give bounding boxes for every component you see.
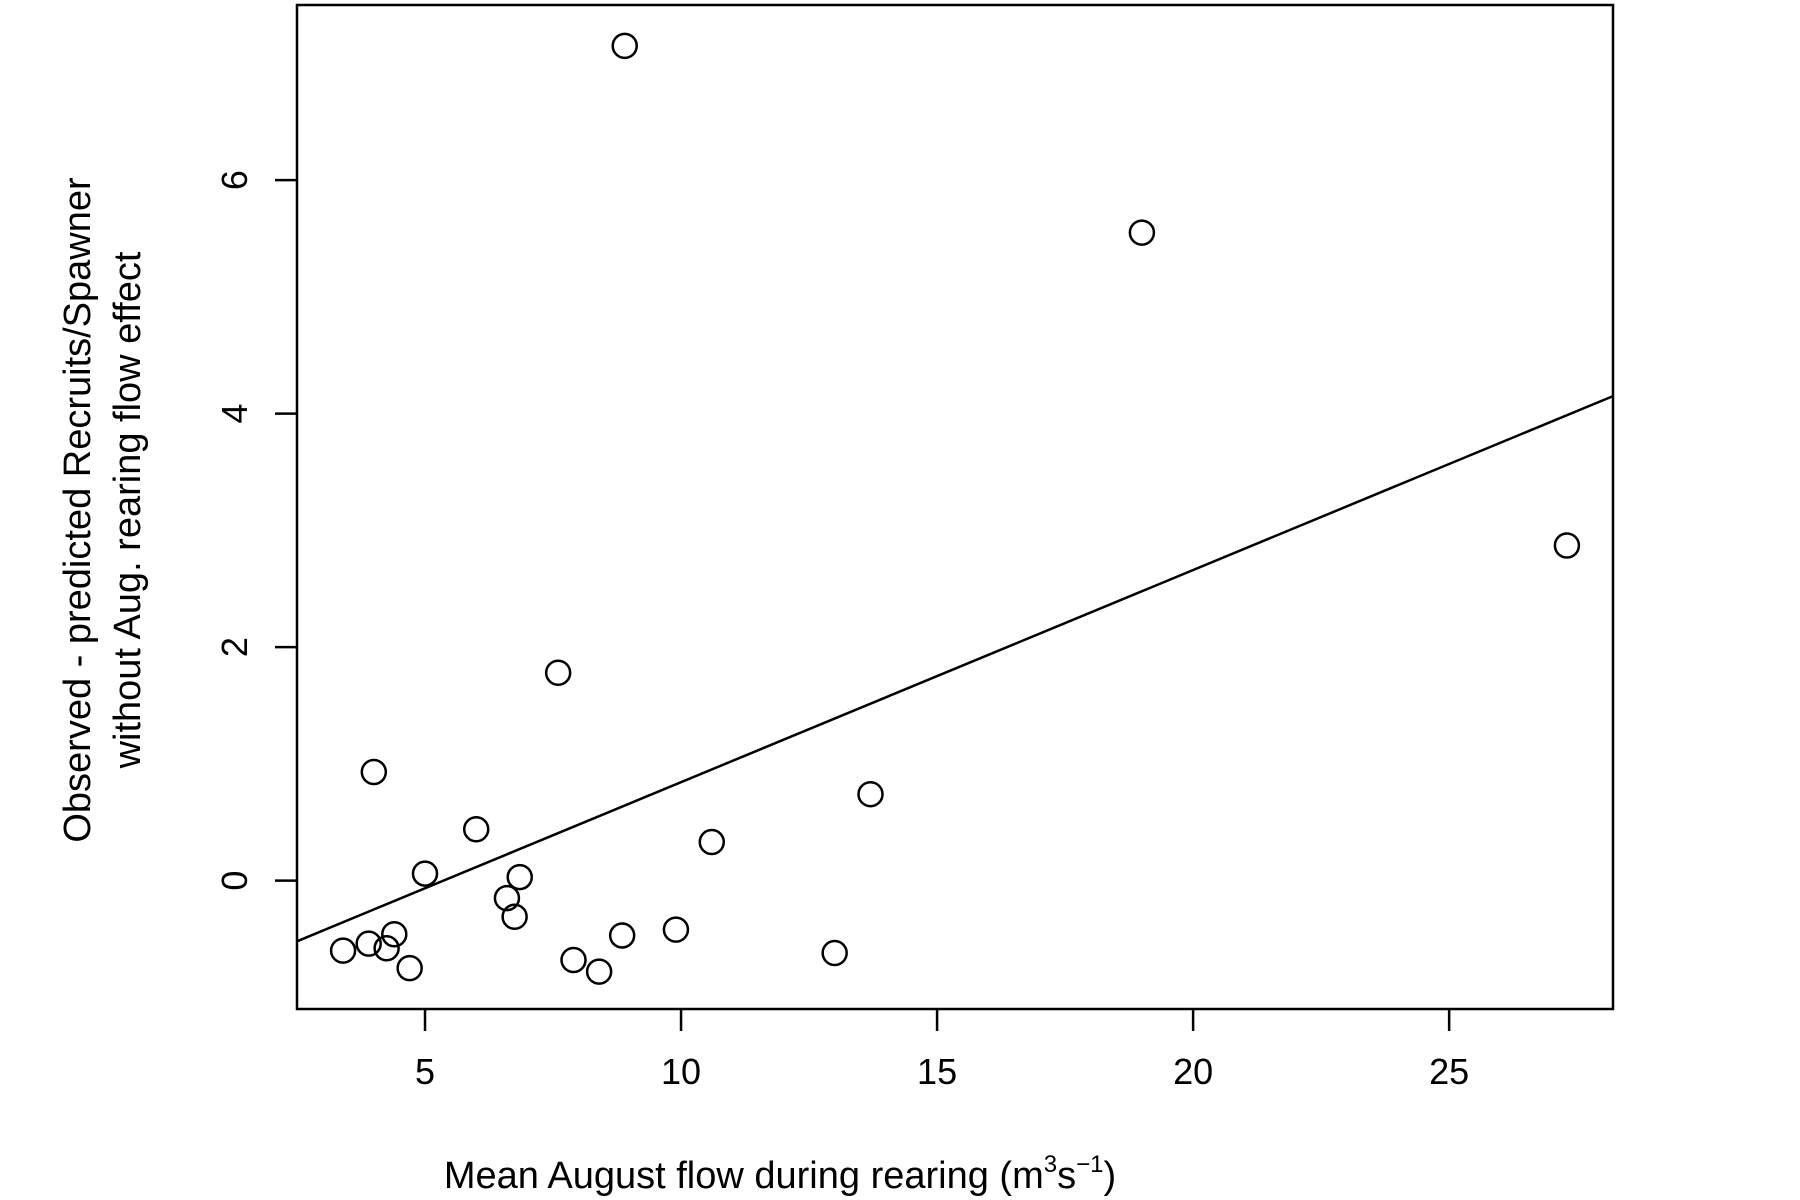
y-axis-title-line1: Observed - predicted Recruits/Spawner — [57, 177, 99, 843]
data-point — [360, 758, 388, 786]
x-axis-title-s: s — [1057, 1155, 1076, 1197]
data-point — [373, 935, 400, 962]
data-point — [329, 937, 357, 964]
x-axis-title-main: Mean August flow during rearing (m — [444, 1155, 1044, 1197]
y-tick-label: 6 — [214, 170, 255, 190]
x-axis-title-sup-3: 3 — [1044, 1151, 1057, 1178]
data-point — [501, 903, 528, 931]
data-point — [585, 958, 613, 985]
data-point — [544, 659, 572, 687]
x-tick-label: 20 — [1173, 1051, 1213, 1092]
data-point — [1553, 532, 1581, 559]
y-axis-title-line2: without Aug. rearing flow effect — [107, 251, 149, 769]
x-axis-title-sup-neg1: −1 — [1076, 1151, 1103, 1178]
data-point — [355, 930, 382, 957]
data-point — [662, 916, 690, 943]
data-point — [506, 863, 533, 891]
x-axis-title: Mean August flow during rearing (m3s−1) — [444, 1151, 1116, 1197]
regression-line — [296, 394, 1614, 943]
data-point — [396, 954, 423, 982]
data-point — [381, 921, 408, 948]
x-axis: 5 10 15 20 25 — [415, 1009, 1469, 1092]
x-tick-label: 15 — [917, 1051, 957, 1092]
y-tick-label: 0 — [214, 871, 255, 891]
x-axis-title-close: ) — [1103, 1155, 1116, 1197]
plot-frame — [295, 3, 1615, 1011]
y-tick-label: 2 — [214, 637, 255, 657]
data-point — [611, 32, 638, 60]
y-tick-label: 4 — [214, 404, 255, 424]
data-point — [857, 780, 884, 808]
data-point — [821, 939, 848, 967]
y-axis: 0 2 4 6 — [214, 170, 297, 891]
data-point — [462, 815, 490, 843]
data-points — [329, 32, 1581, 985]
data-point — [411, 860, 439, 887]
data-point — [493, 884, 521, 912]
data-point — [698, 828, 726, 856]
x-tick-label: 5 — [415, 1051, 435, 1092]
x-tick-label: 25 — [1429, 1051, 1469, 1092]
data-point — [1128, 219, 1156, 246]
data-point — [560, 946, 587, 974]
x-tick-label: 10 — [661, 1051, 701, 1092]
data-point — [608, 922, 636, 949]
